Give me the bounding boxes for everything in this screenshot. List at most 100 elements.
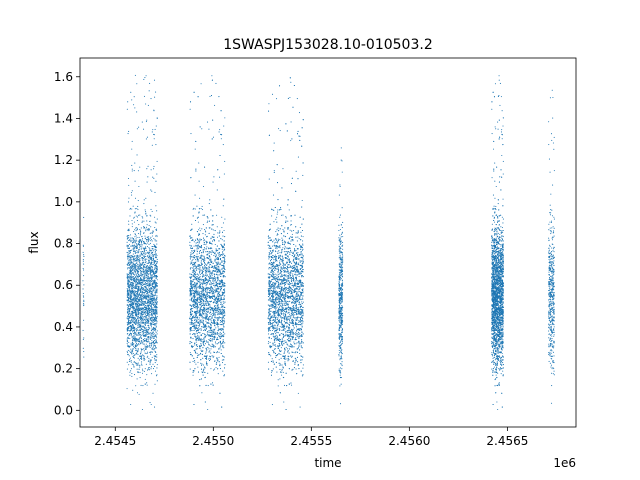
- data-point: [132, 287, 134, 289]
- data-point: [144, 311, 146, 314]
- data-point: [134, 229, 136, 231]
- data-point: [212, 229, 214, 231]
- data-point: [153, 138, 155, 140]
- data-point: [137, 233, 139, 235]
- data-point: [138, 300, 140, 302]
- data-point: [134, 276, 136, 278]
- data-point: [143, 350, 145, 352]
- data-point: [146, 307, 148, 309]
- data-point: [154, 314, 156, 316]
- data-point: [190, 310, 192, 312]
- data-point: [142, 261, 144, 263]
- data-point: [128, 323, 130, 325]
- data-point: [133, 337, 135, 339]
- data-point: [210, 352, 212, 354]
- data-point: [139, 247, 141, 249]
- data-point: [145, 230, 147, 232]
- data-point: [151, 342, 153, 344]
- data-point: [154, 346, 157, 348]
- data-point: [134, 271, 137, 273]
- data-point: [198, 336, 200, 338]
- data-point: [83, 337, 85, 339]
- data-point: [134, 310, 136, 312]
- data-point: [134, 292, 136, 294]
- data-point: [151, 307, 153, 309]
- data-point: [216, 311, 218, 313]
- data-point: [147, 340, 149, 343]
- data-point: [223, 356, 225, 358]
- data-point: [130, 370, 132, 372]
- data-point: [215, 254, 217, 256]
- data-point: [151, 232, 153, 234]
- data-point: [214, 297, 216, 299]
- data-point: [143, 297, 145, 299]
- data-point: [131, 328, 133, 330]
- data-point: [155, 299, 157, 301]
- data-point: [155, 324, 157, 326]
- data-point: [148, 299, 150, 301]
- data-point: [144, 335, 146, 338]
- data-point: [215, 248, 217, 250]
- data-point: [138, 320, 140, 322]
- data-point: [136, 282, 138, 284]
- data-point: [132, 331, 134, 333]
- data-point: [146, 251, 149, 253]
- data-point: [129, 345, 131, 348]
- data-point: [126, 368, 128, 370]
- data-point: [136, 243, 138, 245]
- data-point: [139, 325, 141, 327]
- data-point: [132, 297, 134, 299]
- data-point: [83, 296, 85, 298]
- data-point: [222, 235, 224, 237]
- data-point: [204, 234, 206, 236]
- data-point: [130, 273, 132, 275]
- data-point: [132, 348, 134, 350]
- data-point: [141, 331, 143, 333]
- data-point: [144, 297, 146, 299]
- data-point: [154, 282, 156, 284]
- data-point: [192, 289, 194, 292]
- data-point: [208, 320, 210, 322]
- data-point: [132, 318, 134, 320]
- data-point: [132, 364, 135, 366]
- data-point: [148, 331, 150, 333]
- data-point: [83, 299, 85, 301]
- data-point: [133, 250, 135, 253]
- data-point: [138, 286, 140, 288]
- data-point: [137, 371, 139, 373]
- data-point: [132, 326, 134, 328]
- data-point: [143, 313, 145, 315]
- data-point: [133, 251, 136, 253]
- data-point: [137, 353, 139, 355]
- data-point: [154, 370, 157, 372]
- data-point: [142, 311, 144, 313]
- data-point: [137, 214, 140, 216]
- data-point: [149, 367, 151, 369]
- data-point: [141, 315, 143, 317]
- data-point: [191, 223, 193, 225]
- data-point: [129, 360, 131, 363]
- data-point: [144, 283, 147, 285]
- data-point: [127, 353, 129, 356]
- data-point: [199, 319, 201, 322]
- data-point: [138, 285, 140, 287]
- data-point: [145, 353, 147, 355]
- data-point: [131, 164, 133, 167]
- data-point: [206, 221, 208, 223]
- data-point: [137, 305, 139, 307]
- data-point: [132, 389, 134, 391]
- data-point: [129, 250, 131, 252]
- data-point: [205, 285, 207, 287]
- data-point: [221, 239, 223, 241]
- data-point: [145, 287, 147, 289]
- data-point: [126, 244, 128, 246]
- data-point: [137, 263, 139, 265]
- data-point: [131, 306, 133, 308]
- data-point: [198, 162, 200, 164]
- data-point: [144, 315, 146, 317]
- data-point: [144, 348, 146, 350]
- data-point: [149, 296, 151, 298]
- data-point: [221, 271, 223, 273]
- data-point: [196, 276, 198, 278]
- data-point: [135, 322, 137, 324]
